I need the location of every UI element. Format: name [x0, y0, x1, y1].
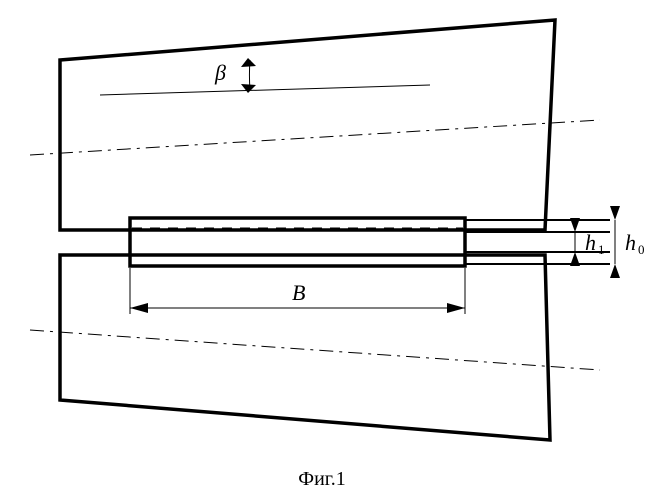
dim-h1-arrow-t [570, 218, 580, 232]
figure-svg: β B h 1 h 0 Фиг.1 [0, 0, 645, 500]
workpiece-outer [130, 218, 465, 266]
dim-h1-arrow-b [570, 252, 580, 266]
beta-arrow-top [241, 58, 256, 67]
bottom-axis [30, 330, 600, 370]
dimB-label: B [292, 280, 305, 305]
dim-h0-arrow-t [610, 206, 620, 220]
beta-baseline [100, 85, 430, 95]
dimB-arrow-r [447, 303, 465, 313]
dimB-arrow-l [130, 303, 148, 313]
figure-caption: Фиг.1 [298, 468, 345, 490]
dim-h0-sub: 0 [638, 242, 645, 257]
dim-h0-arrow-b [610, 264, 620, 278]
dim-h1-label: h [585, 230, 596, 255]
dim-h0-label: h [625, 230, 636, 255]
beta-label: β [214, 60, 226, 85]
beta-arrow-bot [241, 84, 256, 93]
top-axis [30, 120, 600, 155]
top-plate [60, 20, 555, 230]
dim-h1-sub: 1 [598, 242, 605, 257]
